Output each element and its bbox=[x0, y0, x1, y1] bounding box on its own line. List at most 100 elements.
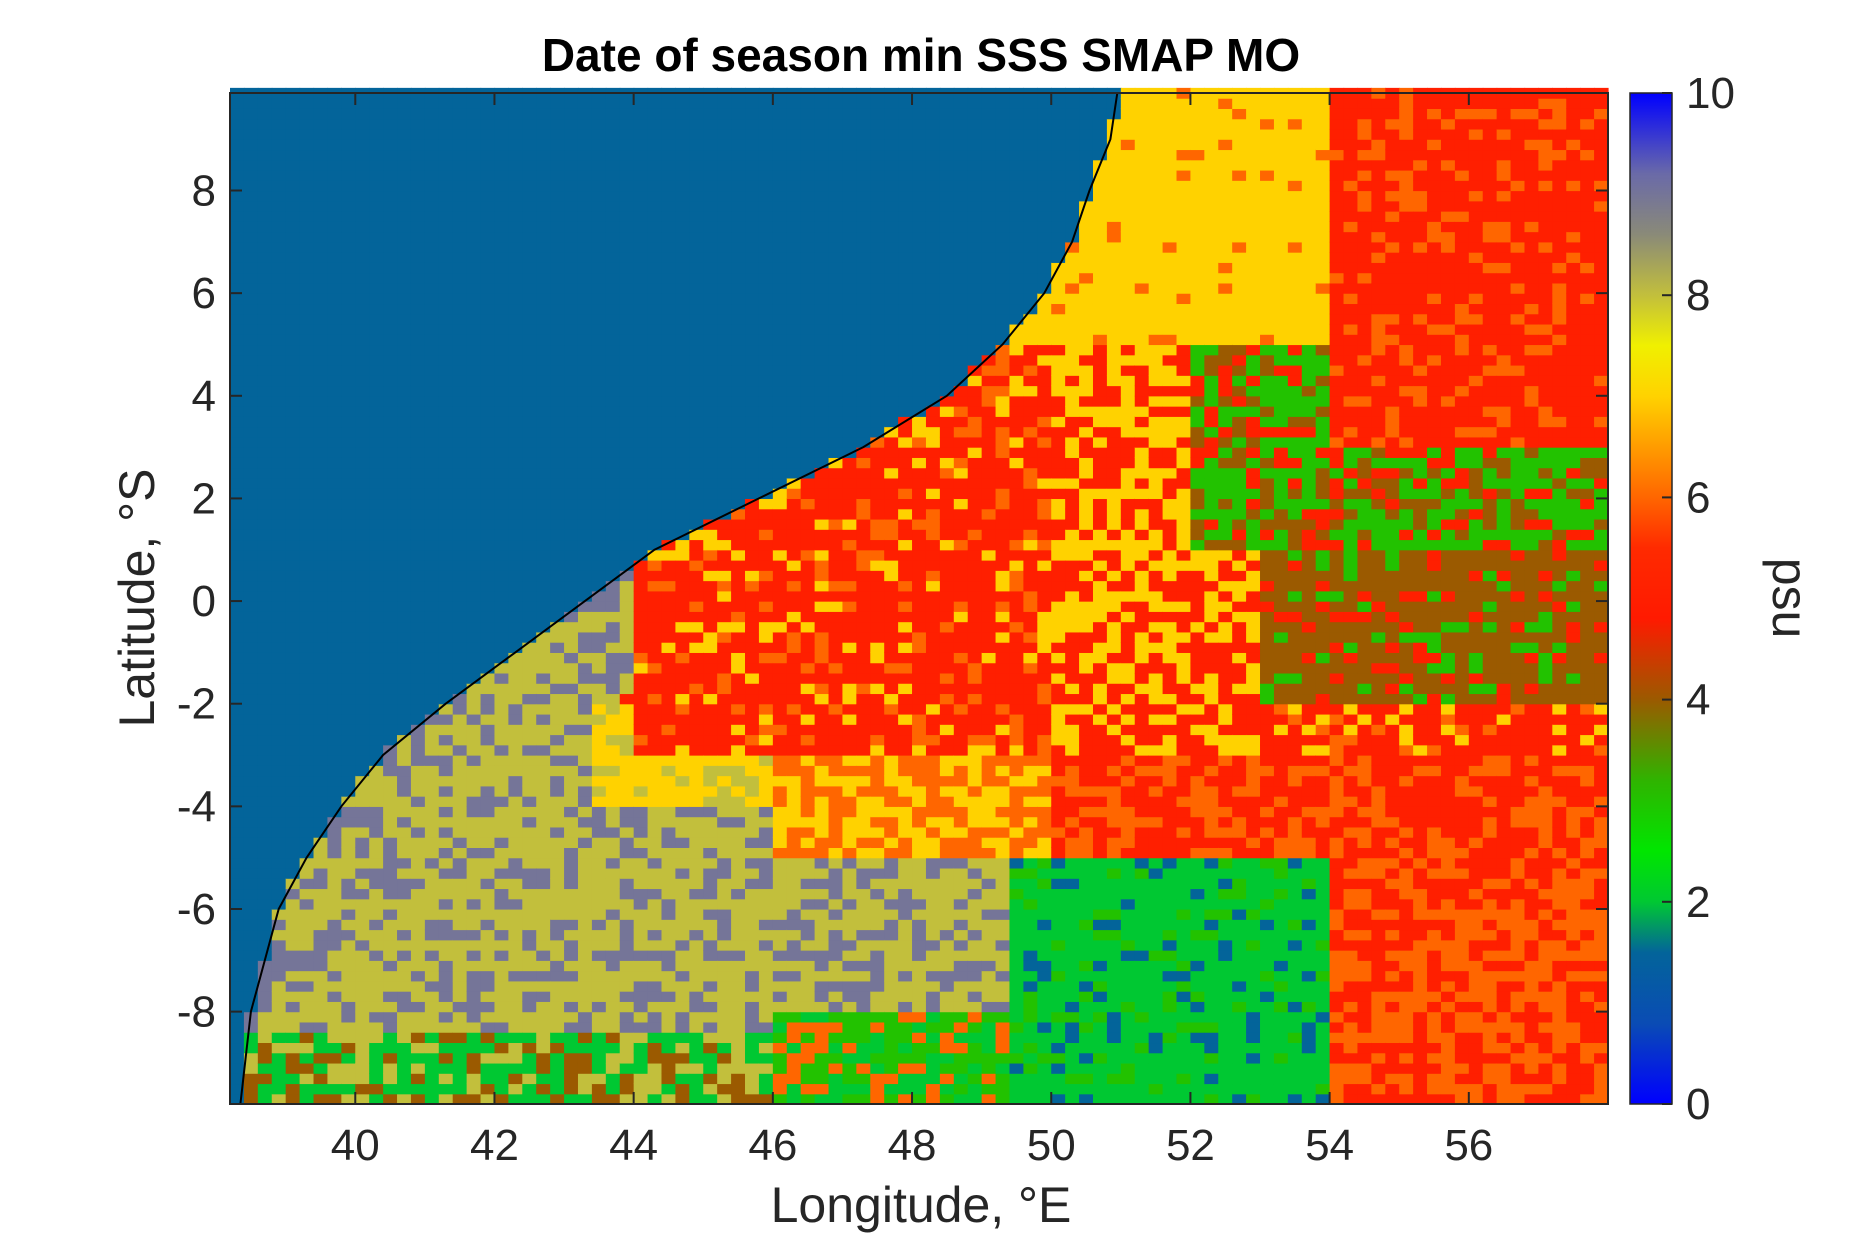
heatmap-cell bbox=[327, 734, 342, 746]
heatmap-cell bbox=[285, 539, 301, 551]
heatmap-cell bbox=[870, 293, 885, 305]
heatmap-cell bbox=[717, 980, 732, 992]
heatmap-cell bbox=[633, 108, 649, 120]
heatmap-cell bbox=[397, 98, 412, 109]
heatmap-cell bbox=[619, 128, 635, 140]
heatmap-cell bbox=[299, 970, 315, 982]
heatmap-cell bbox=[466, 272, 482, 284]
heatmap-cell bbox=[675, 416, 690, 428]
heatmap-cell bbox=[285, 1083, 301, 1095]
heatmap-cell bbox=[410, 601, 426, 612]
heatmap-cell bbox=[717, 128, 732, 140]
heatmap-cell bbox=[369, 200, 384, 212]
heatmap-cell bbox=[745, 447, 760, 458]
heatmap-cell bbox=[912, 929, 927, 941]
heatmap-cell bbox=[898, 1073, 913, 1085]
heatmap-cell bbox=[230, 262, 245, 274]
heatmap-cell bbox=[661, 447, 677, 458]
heatmap-cell bbox=[731, 580, 746, 592]
heatmap-cell bbox=[341, 477, 356, 489]
heatmap-cell bbox=[828, 683, 844, 695]
heatmap-cell bbox=[327, 118, 342, 130]
heatmap-cell bbox=[355, 1052, 370, 1064]
heatmap-cell bbox=[633, 683, 649, 695]
heatmap-cell bbox=[508, 1052, 523, 1064]
heatmap-cell bbox=[842, 950, 857, 961]
heatmap-cell bbox=[675, 1001, 690, 1013]
heatmap-cell bbox=[814, 991, 830, 1002]
heatmap-cell bbox=[605, 385, 621, 397]
heatmap-cell bbox=[703, 1011, 718, 1023]
heatmap-cell bbox=[661, 457, 677, 469]
heatmap-cell bbox=[800, 775, 816, 787]
heatmap-cell bbox=[814, 1052, 830, 1064]
heatmap-cell bbox=[243, 867, 259, 879]
heatmap-cell bbox=[564, 498, 579, 510]
heatmap-cell bbox=[647, 713, 663, 725]
heatmap-cell bbox=[675, 765, 690, 777]
heatmap-cell bbox=[355, 837, 370, 848]
heatmap-cell bbox=[619, 734, 635, 746]
heatmap-cell bbox=[870, 539, 885, 551]
heatmap-cell bbox=[647, 734, 663, 746]
heatmap-cell bbox=[689, 159, 704, 171]
heatmap-cell bbox=[299, 416, 315, 428]
heatmap-cell bbox=[703, 518, 718, 530]
heatmap-cell bbox=[647, 447, 663, 458]
heatmap-cell bbox=[842, 744, 857, 756]
heatmap-cell bbox=[243, 734, 259, 746]
heatmap-cell bbox=[452, 631, 468, 643]
heatmap-cell bbox=[772, 683, 788, 695]
heatmap-cell bbox=[633, 334, 649, 346]
heatmap-cell bbox=[870, 477, 885, 489]
heatmap-cell bbox=[564, 775, 579, 787]
heatmap-cell bbox=[299, 713, 315, 725]
heatmap-cell bbox=[383, 837, 398, 848]
heatmap-cell bbox=[633, 560, 649, 571]
heatmap-cell bbox=[355, 888, 370, 900]
heatmap-cell bbox=[369, 631, 384, 643]
heatmap-cell bbox=[577, 467, 593, 479]
heatmap-cell bbox=[522, 323, 537, 335]
heatmap-cell bbox=[480, 447, 496, 458]
heatmap-cell bbox=[369, 1032, 384, 1044]
heatmap-cell bbox=[452, 857, 468, 869]
heatmap-cell bbox=[633, 590, 649, 602]
heatmap-cell bbox=[661, 334, 677, 346]
heatmap-cell bbox=[898, 621, 913, 633]
heatmap-cell bbox=[327, 518, 342, 530]
heatmap-cell bbox=[369, 128, 384, 140]
heatmap-cell bbox=[898, 518, 913, 530]
heatmap-cell bbox=[619, 1042, 635, 1054]
heatmap-cell bbox=[605, 1073, 621, 1085]
heatmap-cell bbox=[856, 108, 871, 120]
heatmap-cell bbox=[271, 724, 287, 736]
heatmap-cell bbox=[438, 601, 454, 612]
heatmap-cell bbox=[675, 1073, 690, 1085]
heatmap-cell bbox=[898, 775, 913, 787]
heatmap-cell bbox=[424, 262, 440, 274]
heatmap-cell bbox=[536, 539, 551, 551]
heatmap-cell bbox=[522, 241, 537, 253]
heatmap-cell bbox=[661, 683, 677, 695]
heatmap-cell bbox=[550, 426, 565, 438]
heatmap-cell bbox=[717, 1021, 732, 1033]
heatmap-cell bbox=[313, 221, 329, 233]
heatmap-cell bbox=[271, 539, 287, 551]
heatmap-cell bbox=[536, 590, 551, 602]
heatmap-cell bbox=[452, 426, 468, 438]
heatmap-cell bbox=[257, 775, 273, 787]
heatmap-cell bbox=[772, 652, 788, 664]
heatmap-cell bbox=[605, 796, 621, 807]
heatmap-cell bbox=[466, 128, 482, 140]
heatmap-cell bbox=[758, 652, 774, 664]
heatmap-cell bbox=[605, 847, 621, 859]
heatmap-cell bbox=[856, 806, 871, 818]
heatmap-cell bbox=[884, 1062, 899, 1074]
heatmap-cell bbox=[355, 734, 370, 746]
heatmap-cell bbox=[884, 919, 899, 931]
heatmap-cell bbox=[355, 590, 370, 602]
heatmap-cell bbox=[369, 878, 384, 890]
heatmap-cell bbox=[591, 980, 607, 992]
heatmap-cell bbox=[786, 416, 802, 428]
